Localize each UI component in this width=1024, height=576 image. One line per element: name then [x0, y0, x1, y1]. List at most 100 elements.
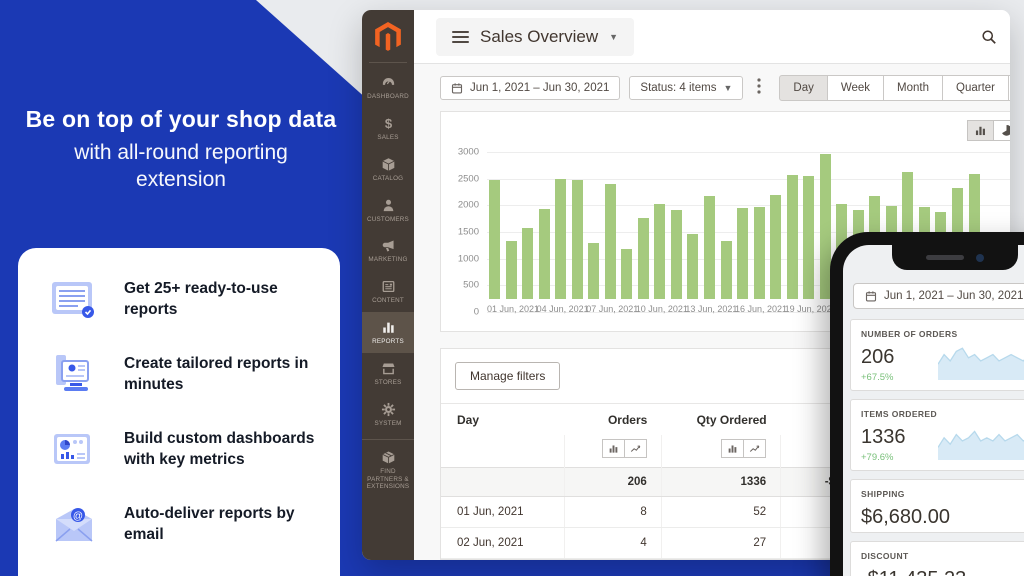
- table-cell: 52: [660, 496, 781, 528]
- admin-sidebar: DASHBOARD $ SALES CATALOG CUSTOMERS MARK…: [362, 10, 414, 560]
- sidebar-item-sales[interactable]: $ SALES: [362, 108, 414, 149]
- y-axis-tick: 3000: [457, 146, 479, 158]
- manage-filters-button[interactable]: Manage filters: [455, 362, 561, 390]
- gridline: [487, 285, 1010, 287]
- table-cell: 27: [660, 527, 781, 559]
- hero-title: Be on top of your shop data: [25, 106, 337, 132]
- x-axis-tick: 07 Jun, 2021: [586, 304, 639, 314]
- phone-screen: Jun 1, 2021 – Jun 30, 2021 NUMBER OF ORD…: [843, 245, 1024, 576]
- page-title: Sales Overview: [480, 26, 599, 46]
- gridline: [487, 178, 1010, 180]
- sparkline-chart: [938, 347, 1024, 380]
- partners-icon: [381, 450, 396, 465]
- chart-bar: [770, 195, 782, 299]
- chart-bar: [654, 204, 666, 299]
- y-axis-tick: 1000: [457, 253, 479, 265]
- sparkline-chart: [938, 430, 1024, 460]
- kpi-value: -$11,435.23: [861, 568, 1024, 576]
- sidebar-item-label: REPORTS: [372, 338, 404, 346]
- sidebar-item-label: SALES: [377, 133, 399, 141]
- phone-date-range-filter[interactable]: Jun 1, 2021 – Jun 30, 2021: [853, 283, 1024, 309]
- date-range-filter[interactable]: Jun 1, 2021 – Jun 30, 2021: [440, 76, 621, 100]
- chart-bar: [819, 154, 831, 299]
- x-axis-tick: 16 Jun, 2021: [735, 304, 788, 314]
- sidebar-item-stores[interactable]: STORES: [362, 353, 414, 394]
- kpi-value: 206: [861, 346, 895, 368]
- x-axis-tick: 19 Jun, 2021: [784, 304, 837, 314]
- svg-text:@: @: [73, 511, 83, 522]
- x-axis-tick: 10 Jun, 2021: [635, 304, 688, 314]
- sidebar-item-reports[interactable]: REPORTS: [362, 312, 414, 354]
- kpi-label: SHIPPING: [861, 489, 905, 499]
- sidebar-item-catalog[interactable]: CATALOG: [362, 149, 414, 190]
- status-filter[interactable]: Status: 4 items ▼: [629, 76, 744, 100]
- filter-more-menu[interactable]: [752, 77, 766, 99]
- sidebar-item-label: STORES: [374, 379, 402, 387]
- tailored-report-icon: [48, 351, 100, 399]
- feature-text: Get 25+ ready-to-use reports: [124, 280, 278, 318]
- sidebar-item-label: MARKETING: [368, 256, 408, 264]
- totals-cell: 206: [564, 467, 662, 497]
- phone-date-range-label: Jun 1, 2021 – Jun 30, 2021: [884, 290, 1024, 302]
- chart-bar: [753, 207, 765, 299]
- sidebar-item-system[interactable]: SYSTEM: [362, 394, 414, 435]
- sidebar-item-find-partners-extensions[interactable]: FIND PARTNERS & EXTENSIONS: [362, 438, 414, 499]
- calendar-icon: [451, 82, 463, 94]
- catalog-icon: [381, 157, 396, 172]
- sidebar-item-label: DASHBOARD: [367, 93, 409, 100]
- chart-bar: [588, 243, 600, 299]
- chart-bar: [703, 196, 715, 299]
- period-tab-day[interactable]: Day: [779, 75, 828, 101]
- mini-flow-icon-button[interactable]: [743, 439, 767, 458]
- kpi-card-discount: DISCOUNT -$11,435.23: [850, 541, 1024, 576]
- magento-logo[interactable]: [369, 10, 407, 63]
- sidebar-item-label: FIND PARTNERS & EXTENSIONS: [366, 467, 410, 491]
- sidebar-item-content[interactable]: CONTENT: [362, 271, 414, 312]
- reports-icon: [381, 320, 396, 335]
- period-tab-week[interactable]: Week: [826, 75, 885, 101]
- chart-bar: [687, 234, 699, 299]
- gridline: [487, 152, 1010, 153]
- y-axis-tick: 1500: [457, 226, 479, 238]
- sidebar-item-label: SYSTEM: [374, 419, 402, 427]
- chevron-down-icon: ▼: [609, 31, 619, 42]
- feature-text: Build custom dashboards with key metrics: [124, 430, 315, 468]
- sidebar-item-label: CUSTOMERS: [367, 215, 409, 223]
- filter-bar: Jun 1, 2021 – Jun 30, 2021 Status: 4 ite…: [414, 64, 1010, 111]
- sidebar-item-customers[interactable]: CUSTOMERS: [362, 190, 414, 231]
- totals-cell: [441, 467, 565, 497]
- gridline: [487, 312, 1010, 313]
- x-axis-tick: 13 Jun, 2021: [685, 304, 738, 314]
- y-axis-tick: 0: [473, 306, 479, 318]
- gridline: [487, 205, 1010, 207]
- chart-bar: [670, 210, 682, 299]
- kpi-label: NUMBER OF ORDERS: [861, 329, 958, 339]
- period-tab-month[interactable]: Month: [883, 75, 944, 101]
- feature-card: Get 25+ ready-to-use reports Create tail…: [18, 248, 340, 576]
- system-icon: [381, 402, 396, 417]
- mini-bar-icon-button[interactable]: [601, 439, 625, 458]
- hero-subtitle: with all-round reporting extension: [74, 141, 288, 192]
- sidebar-item-dashboard[interactable]: DASHBOARD: [362, 67, 414, 108]
- pie-chart-icon-button[interactable]: [993, 120, 1010, 141]
- status-filter-label: Status: 4 items: [640, 82, 717, 94]
- mini-flow-icon-button[interactable]: [623, 439, 647, 458]
- sidebar-item-label: CONTENT: [372, 297, 404, 305]
- content-icon: [381, 279, 396, 294]
- email-delivery-icon: @: [48, 501, 100, 549]
- search-icon[interactable]: [981, 29, 997, 45]
- stores-icon: [381, 361, 396, 376]
- hamburger-icon[interactable]: [452, 30, 469, 43]
- phone-camera: [976, 253, 984, 262]
- kpi-value: $6,680.00: [861, 506, 950, 528]
- bar-chart-icon-button[interactable]: [967, 120, 995, 141]
- period-tab-quarter[interactable]: Quarter: [942, 75, 1010, 101]
- mini-bar-icon-button[interactable]: [721, 439, 745, 458]
- report-sheet-icon: [48, 276, 100, 324]
- period-tab-year[interactable]: Year: [1008, 75, 1010, 101]
- table-header-qty-ordered: Qty Ordered: [661, 403, 781, 435]
- sidebar-item-marketing[interactable]: MARKETING: [362, 230, 414, 271]
- chart-bar: [786, 175, 798, 299]
- page-title-chip[interactable]: Sales Overview ▼: [436, 17, 635, 56]
- table-cell: 01 Jun, 2021: [441, 496, 565, 528]
